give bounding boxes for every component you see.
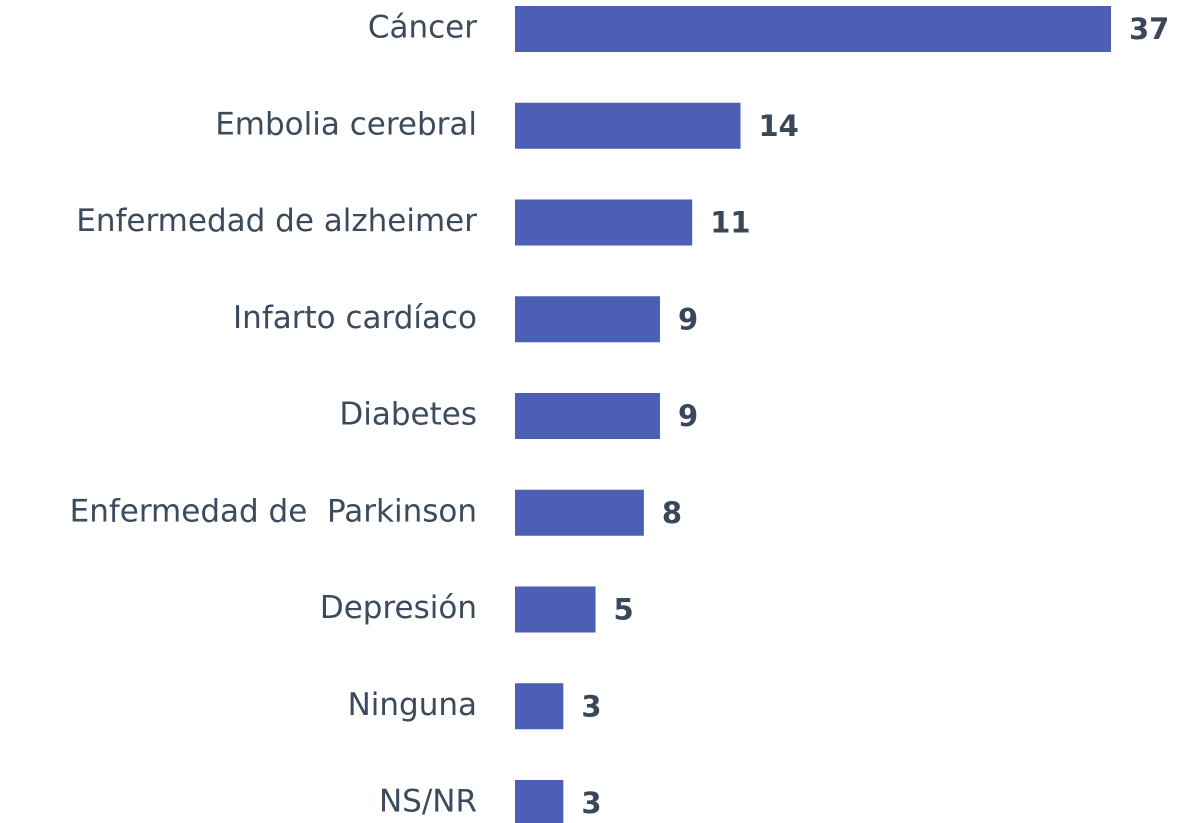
value-label: 3: [581, 786, 601, 820]
value-label: 9: [678, 399, 698, 433]
category-label: Ninguna: [348, 687, 477, 723]
bar: [515, 489, 644, 536]
category-label: Enfermedad de Parkinson: [70, 493, 477, 529]
bar: [515, 683, 564, 730]
category-label: Cáncer: [368, 10, 477, 46]
value-label: 14: [759, 109, 799, 143]
category-label: Infarto cardíaco: [233, 300, 477, 336]
value-label: 11: [710, 206, 750, 240]
category-label: Embolia cerebral: [215, 106, 477, 142]
category-label: Diabetes: [339, 397, 477, 433]
category-label: NS/NR: [379, 784, 477, 820]
value-label: 37: [1129, 12, 1169, 46]
bar: [515, 6, 1111, 52]
category-label: Enfermedad de alzheimer: [76, 203, 477, 239]
bar: [515, 586, 596, 633]
category-label: Depresión: [320, 590, 477, 626]
value-label: 8: [662, 496, 682, 530]
value-label: 9: [678, 302, 698, 336]
bar: [515, 296, 660, 343]
bar: [515, 780, 564, 823]
bar: [515, 102, 741, 149]
bar: [515, 393, 660, 439]
value-label: 3: [581, 689, 601, 723]
value-label: 5: [614, 593, 634, 627]
bar: [515, 199, 693, 246]
